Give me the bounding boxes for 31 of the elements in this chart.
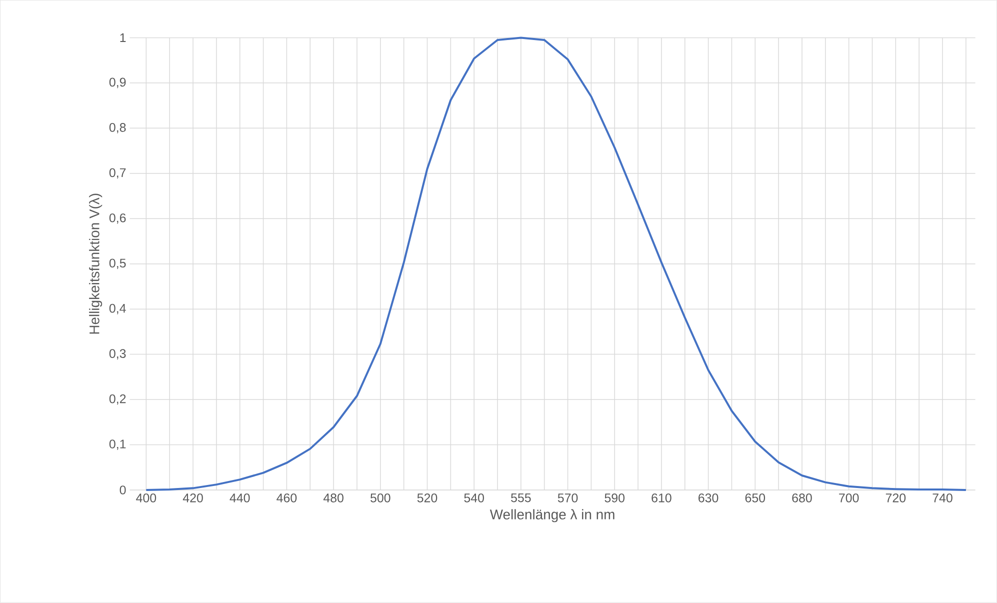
x-tick-label: 520 (417, 494, 438, 502)
y-tick-label: 1 (120, 34, 126, 42)
x-tick-label: 460 (276, 494, 297, 502)
y-tick-label: 0,5 (109, 258, 126, 270)
x-tick-label: 680 (792, 494, 812, 502)
x-tick-label: 740 (932, 494, 952, 502)
x-tick-label: 610 (652, 494, 672, 502)
x-tick-label: 630 (698, 494, 718, 502)
y-tick-label: 0 (120, 486, 126, 495)
y-axis-title: Helligkeitsfunktion V(λ) (89, 194, 102, 334)
x-tick-label: 590 (604, 494, 625, 502)
x-tick-label: 400 (136, 494, 156, 502)
y-tick-label: 0,6 (109, 214, 126, 224)
y-tick-label: 0,2 (109, 394, 126, 405)
x-tick-label: 420 (182, 494, 203, 502)
x-tick-label: 540 (464, 494, 484, 502)
x-tick-label: 700 (839, 494, 859, 502)
y-tick-label: 0,4 (109, 304, 126, 314)
x-tick-label: 440 (230, 494, 250, 502)
y-tick-label: 0,8 (109, 123, 126, 134)
y-tick-label: 0,9 (109, 78, 126, 88)
y-tick-label: 0,3 (109, 349, 126, 360)
x-tick-label: 570 (558, 494, 578, 502)
x-tick-label: 720 (886, 494, 906, 502)
y-tick-label: 0,1 (109, 440, 126, 450)
x-tick-label: 480 (323, 494, 344, 502)
x-tick-label: 500 (370, 494, 390, 502)
x-tick-label: 555 (511, 494, 531, 502)
x-tick-label: 650 (745, 494, 766, 502)
x-axis-title: Wellenlänge λ in nm (490, 509, 614, 522)
y-tick-label: 0,7 (109, 168, 126, 179)
